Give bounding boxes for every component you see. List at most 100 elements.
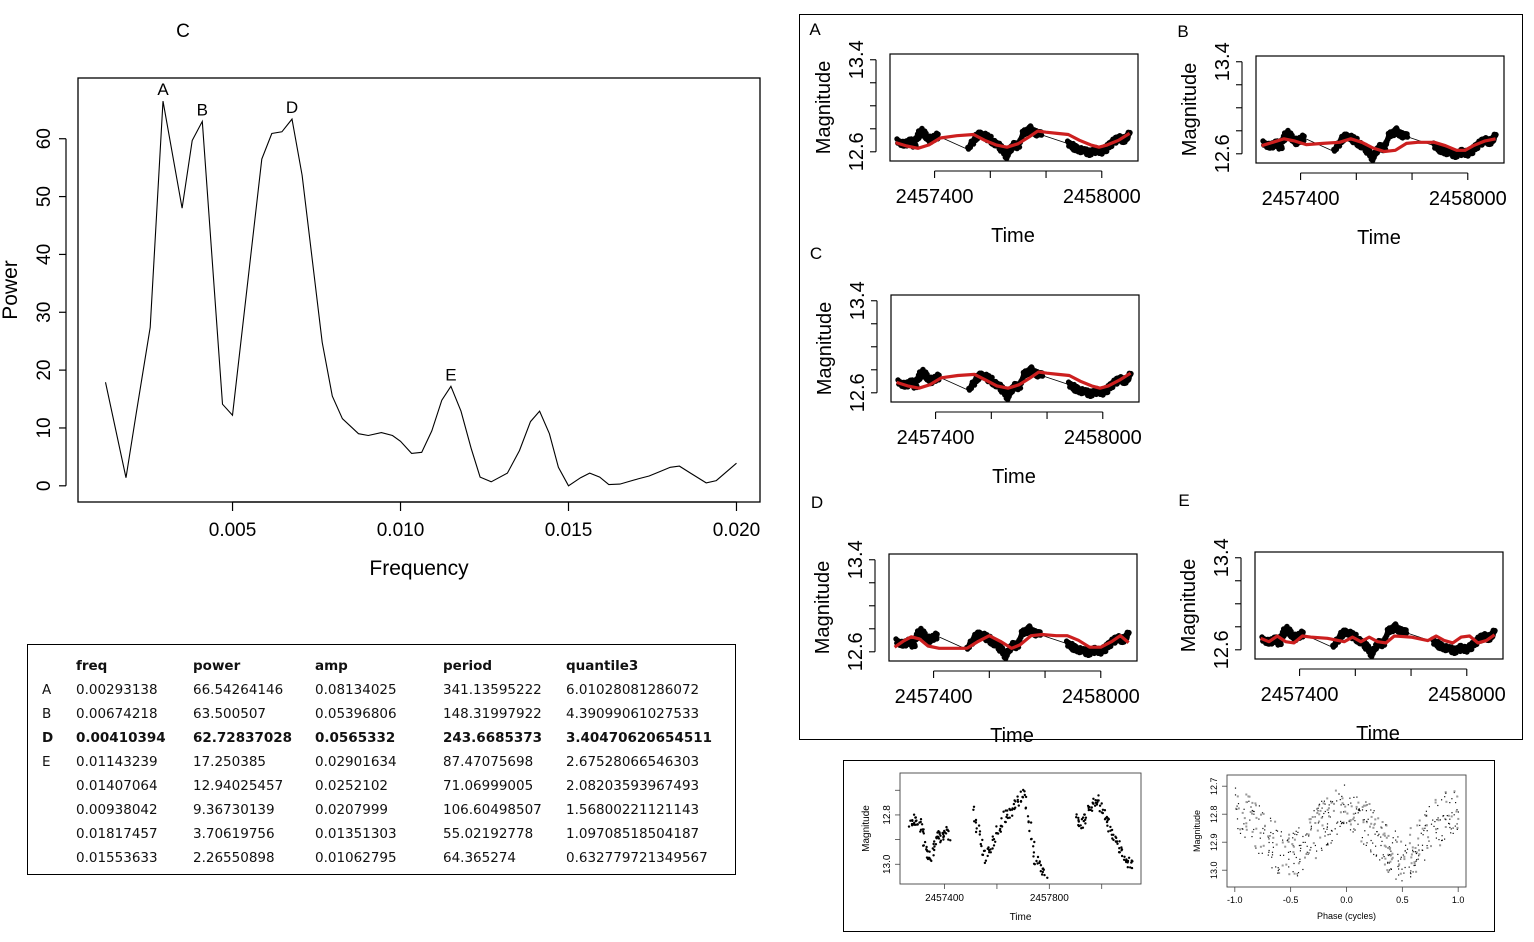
- phase-plot: 12.7 12.8 12.9 13.0 -1.0 -0.5 0.0 0.5 1.0 Phase (…: [1192, 774, 1467, 921]
- peak-label-d: D: [286, 98, 298, 117]
- phase-point: [1309, 849, 1312, 851]
- phase-point: [1292, 845, 1295, 848]
- table-row: D 0.00410394 62.72837028 0.0565332 243.66853…: [42, 726, 716, 750]
- phase-point: [1271, 854, 1274, 856]
- phase-point: [1321, 824, 1324, 827]
- phase-point: [1455, 802, 1457, 804]
- phase-point: [1370, 839, 1372, 842]
- time-series-point: [945, 825, 948, 829]
- phase-point: [1327, 834, 1329, 836]
- phase-point: [1392, 837, 1394, 839]
- phase-point: [1424, 827, 1426, 829]
- phase-point: [1426, 830, 1428, 832]
- phase-point: [1451, 798, 1453, 800]
- phase-point: [1365, 801, 1367, 803]
- phase-point: [1434, 801, 1437, 804]
- time-series-point: [915, 819, 918, 822]
- phase-point: [1400, 840, 1403, 843]
- table-cell-amp: 0.01062795: [315, 850, 397, 866]
- phase-point: [1385, 824, 1387, 826]
- phase-point: [1296, 834, 1298, 836]
- phase-point: [1383, 844, 1386, 847]
- time-series-point: [981, 838, 984, 842]
- phase-point: [1389, 854, 1391, 856]
- phase-point: [1344, 805, 1347, 808]
- phase-point: [1410, 856, 1413, 859]
- phase-point: [1271, 867, 1273, 869]
- table-header-power: power: [193, 658, 241, 674]
- phase-point: [1353, 796, 1355, 798]
- table-cell-period: 148.31997922: [443, 706, 542, 722]
- phase-point: [1363, 819, 1365, 821]
- time-series-y-tick-label: 13.0: [882, 854, 893, 874]
- phase-point: [1421, 849, 1423, 851]
- periodogram-peak-labels: A B D E: [157, 80, 456, 384]
- table-cell-quantile3: 1.09708518504187: [566, 826, 700, 842]
- phase-point: [1370, 815, 1373, 818]
- table-cell-amp: 0.02901634: [315, 754, 397, 770]
- phase-point: [1394, 830, 1396, 832]
- phase-point: [1254, 802, 1257, 805]
- phase-point: [1272, 833, 1274, 835]
- time-series-point: [1081, 826, 1085, 829]
- table-cell-period: 341.13595222: [443, 682, 542, 698]
- phase-point: [1245, 825, 1248, 828]
- phase-point: [1409, 833, 1412, 836]
- time-series-point: [974, 821, 978, 824]
- phase-point: [1339, 799, 1341, 801]
- panel-x-tick-label: 2458000: [1063, 186, 1141, 208]
- phase-point: [1366, 820, 1368, 822]
- phase-point: [1397, 860, 1399, 862]
- time-series-point: [1101, 808, 1105, 811]
- phase-point: [1430, 845, 1432, 848]
- phase-point: [1412, 849, 1414, 851]
- phase-point: [1283, 854, 1285, 856]
- phase-point: [1368, 803, 1371, 805]
- phase-point: [1352, 831, 1354, 833]
- time-series-point: [978, 830, 982, 833]
- time-series-point: [974, 818, 978, 822]
- phase-point: [1326, 797, 1329, 800]
- phase-point: [1305, 853, 1307, 855]
- time-series-point: [1011, 814, 1014, 817]
- time-series-point: [983, 861, 987, 865]
- panel-plot-box: [889, 53, 1139, 162]
- time-series-point: [979, 842, 982, 846]
- phase-point: [1314, 822, 1317, 824]
- phase-point: [1444, 826, 1447, 828]
- time-series-point: [1127, 856, 1131, 859]
- phase-point: [1300, 847, 1302, 849]
- time-series-point: [1043, 873, 1046, 877]
- phase-point: [1427, 836, 1430, 839]
- periodogram-chart: C 0 10 20 30 40 50 60 0.005 0.010 0.015 0.020 A B D…: [0, 21, 761, 580]
- phase-point: [1403, 872, 1405, 874]
- phase-point: [1416, 859, 1418, 861]
- phase-point: [1251, 836, 1253, 838]
- time-series-point: [1090, 806, 1094, 809]
- time-series-point: [1019, 790, 1022, 793]
- phase-point: [1450, 832, 1452, 834]
- periodogram-x-label: Frequency: [369, 557, 469, 580]
- time-series-point: [991, 847, 994, 850]
- phase-point: [1362, 804, 1365, 807]
- table-cell-amp: 0.0207999: [315, 802, 389, 818]
- phase-point: [1268, 841, 1270, 844]
- phase-point: [1358, 809, 1360, 811]
- phase-x-tick-label: 1.0: [1452, 895, 1465, 905]
- time-series-point: [1038, 860, 1042, 863]
- phase-point: [1255, 804, 1257, 807]
- table-cell-quantile3: 0.632779721349567: [566, 850, 708, 866]
- phase-point: [1297, 831, 1299, 833]
- phase-point: [1453, 814, 1455, 816]
- phase-point: [1321, 800, 1323, 802]
- table-cell-freq: 0.00674218: [76, 706, 158, 722]
- phase-point: [1389, 846, 1392, 849]
- phase-point: [1269, 817, 1272, 819]
- phase-point: [1444, 838, 1446, 840]
- table-cell-period: 71.06999005: [443, 778, 534, 794]
- table-cell-power: 3.70619756: [193, 826, 275, 842]
- phase-point: [1292, 837, 1294, 839]
- phase-point: [1331, 801, 1334, 803]
- phase-point: [1372, 812, 1374, 814]
- phase-point: [1354, 820, 1356, 822]
